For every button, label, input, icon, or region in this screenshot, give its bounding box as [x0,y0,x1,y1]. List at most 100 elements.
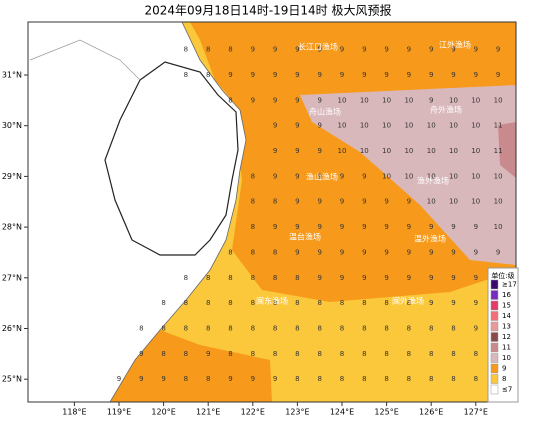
x-tick-label: 127°E [464,408,488,417]
grid-value: 9 [474,46,478,54]
grid-value: 8 [317,324,321,332]
grid-value: 8 [273,274,277,282]
grid-value: 8 [340,350,344,358]
sea-9-south [110,330,272,402]
grid-value: 10 [427,172,436,180]
legend-label: 11 [502,344,511,352]
grid-value: 10 [404,172,413,180]
grid-value: 10 [338,122,347,130]
grid-value: 10 [427,122,436,130]
grid-value: 9 [407,46,411,54]
grid-value: 9 [317,248,321,256]
grid-value: 10 [471,96,480,104]
x-tick-label: 125°E [374,408,398,417]
legend-label: 12 [502,333,511,341]
grid-value: 9 [295,198,299,206]
grid-value: 8 [184,324,188,332]
grid-value: 9 [161,375,165,383]
grid-value: 10 [471,122,480,130]
grid-value: 9 [139,350,143,358]
grid-value: 9 [317,198,321,206]
x-tick-label: 119°E [107,408,131,417]
legend-swatch [490,279,499,290]
grid-value: 8 [362,324,366,332]
grid-value: 9 [407,248,411,256]
grid-value: 8 [295,274,299,282]
grid-value: 9 [317,223,321,231]
grid-value: 9 [295,122,299,130]
y-tick-label: 31°N [2,71,22,80]
grid-value: 9 [295,248,299,256]
grid-value: 9 [362,71,366,79]
legend-label: 8 [502,375,506,383]
grid-value: 10 [404,96,413,104]
grid-value: 10 [494,96,503,104]
grid-value: 8 [206,299,210,307]
grid-value: 8 [228,96,232,104]
grid-value: 10 [494,198,503,206]
grid-value: 9 [451,299,455,307]
grid-value: 10 [449,198,458,206]
grid-value: 9 [474,248,478,256]
grid-value: 8 [407,299,411,307]
grid-value: 10 [404,147,413,155]
grid-value: 8 [295,324,299,332]
grid-value: 9 [228,375,232,383]
grid-value: 8 [206,274,210,282]
grid-value: 9 [317,96,321,104]
grid-value: 9 [251,46,255,54]
grid-value: 8 [251,274,255,282]
zone-label: 长江口渔场 [298,42,338,52]
grid-value: 9 [429,274,433,282]
grid-value: 10 [471,147,480,155]
grid-value: 9 [362,172,366,180]
grid-value: 8 [407,375,411,383]
legend-label: ≤7 [502,386,512,394]
grid-value: 9 [451,274,455,282]
grid-value: 9 [451,223,455,231]
land [27,21,247,403]
legend-swatch [490,300,499,311]
grid-value: 9 [317,122,321,130]
legend: 单位:级 ≥17 16 15 14 13 12 11 10 9 8 ≤7 [487,267,519,403]
legend-label: 15 [502,302,511,310]
zone-label: 闽东渔场 [256,296,288,306]
grid-value: 8 [161,350,165,358]
x-tick-label: 123°E [285,408,309,417]
grid-value: 8 [317,375,321,383]
grid-value: 8 [251,248,255,256]
grid-value: 9 [496,46,500,54]
grid-value: 9 [295,172,299,180]
grid-value: 10 [449,147,458,155]
zone-label: 江外渔场 [439,40,471,50]
legend-title: 单位:级 [491,271,514,280]
grid-value: 8 [228,324,232,332]
grid-value: 9 [474,274,478,282]
grid-value: 8 [251,299,255,307]
grid-value: 9 [474,223,478,231]
grid-value: 8 [184,350,188,358]
grid-value: 9 [273,71,277,79]
grid-value: 9 [340,46,344,54]
grid-value: 9 [273,46,277,54]
y-tick-label: 28°N [2,223,22,232]
grid-value: 9 [340,223,344,231]
grid-value: 8 [228,274,232,282]
legend-label: ≥17 [502,281,517,289]
grid-value: 9 [295,223,299,231]
y-tick-label: 30°N [2,121,22,130]
grid-value: 9 [317,71,321,79]
zhejiang-border [104,61,239,256]
grid-value: 8 [184,375,188,383]
grid-value: 9 [295,46,299,54]
grid-value: 9 [407,274,411,282]
grid-value: 8 [407,350,411,358]
grid-value: 8 [228,350,232,358]
grid-value: 8 [340,324,344,332]
grid-value: 9 [451,71,455,79]
grid-value: 9 [139,375,143,383]
legend-swatch [490,363,499,374]
grid-value: 8 [362,350,366,358]
x-tick-label: 121°E [196,408,220,417]
